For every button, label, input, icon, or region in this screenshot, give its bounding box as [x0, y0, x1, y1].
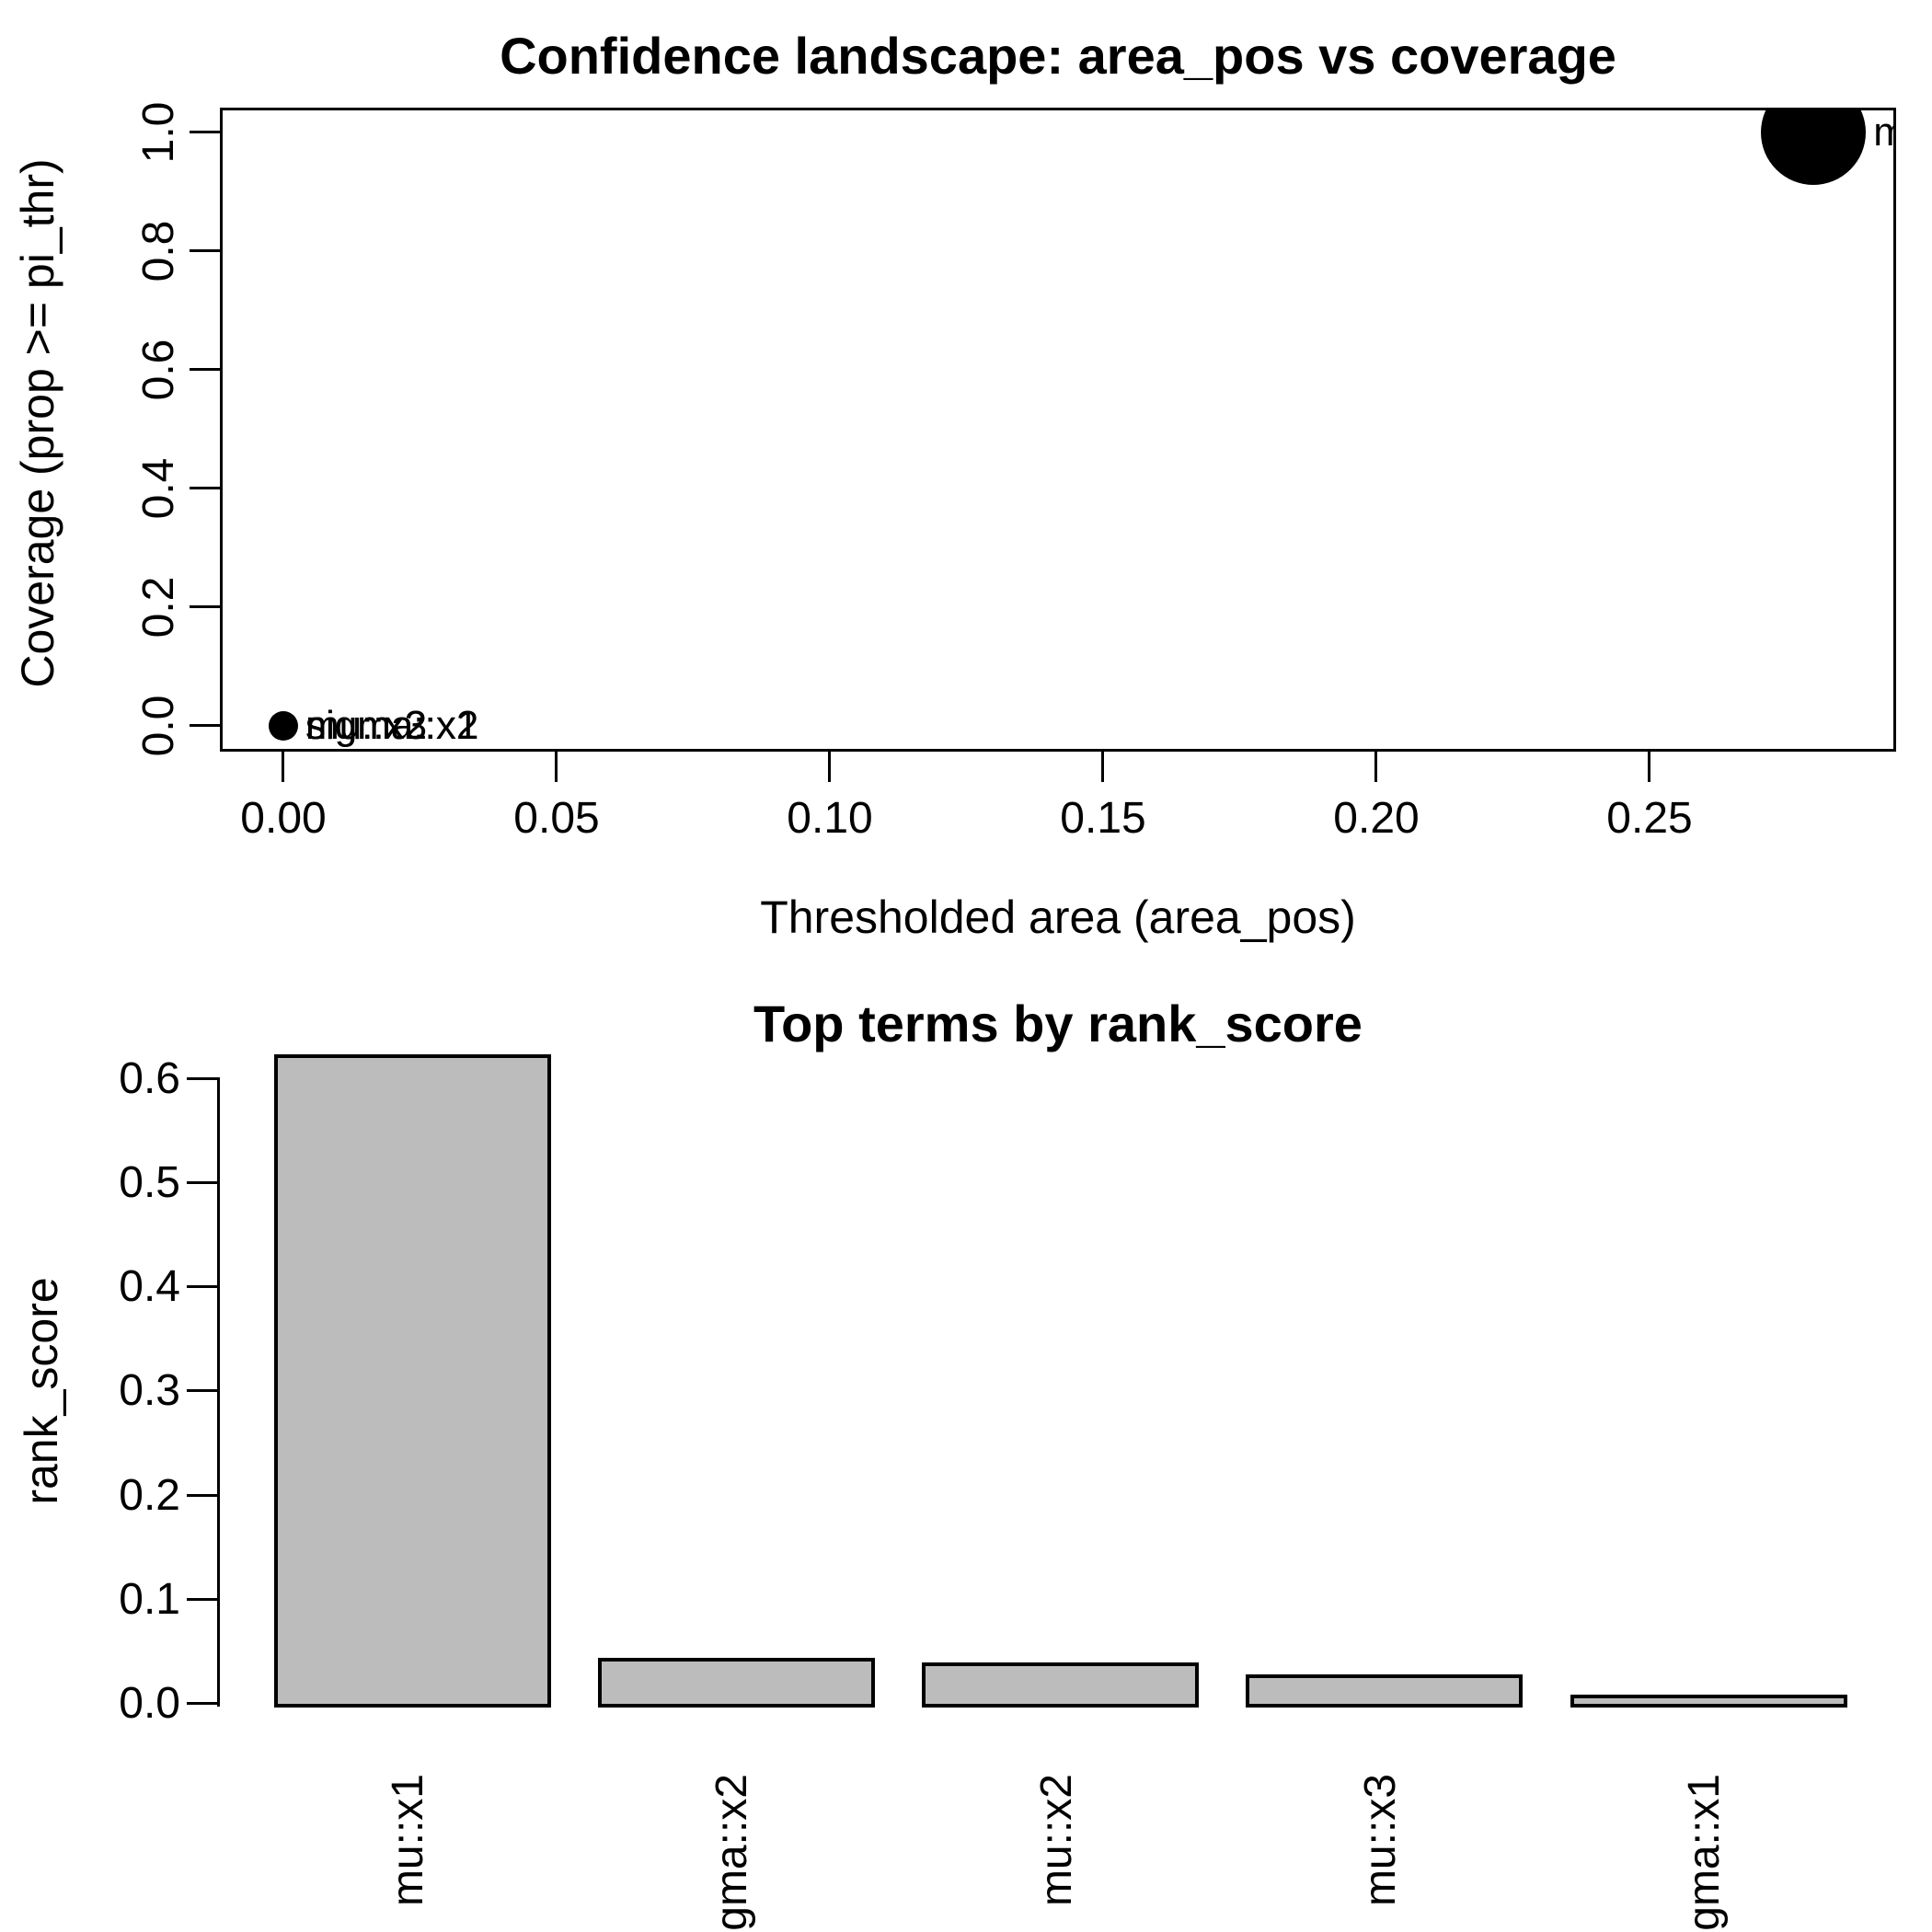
- bar-y-tick: [187, 1493, 217, 1497]
- bar-y-tick-label: 0.2: [119, 1470, 180, 1520]
- bar-y-tick-label: 0.0: [119, 1679, 180, 1728]
- scatter-x-tick-label: 0.05: [513, 794, 600, 843]
- scatter-x-axis-label: Thresholded area (area_pos): [760, 891, 1356, 943]
- bar-y-tick: [187, 1076, 217, 1080]
- scatter-point-label: mu::x2: [305, 703, 428, 748]
- scatter-x-tick: [1648, 752, 1650, 782]
- bar-y-tick-label: 0.1: [119, 1574, 180, 1624]
- scatter-y-axis-label: Coverage (prop >= pi_thr): [12, 158, 63, 688]
- scatter-point-label: sigma::x1: [305, 703, 479, 748]
- scatter-y-tick-label: 1.0: [134, 101, 183, 164]
- bar-y-tick: [187, 1285, 217, 1289]
- bar-category-label: mu::x2: [1031, 1774, 1081, 1907]
- scatter-x-tick-label: 0.15: [1060, 794, 1146, 843]
- scatter-point-label: mu::x1: [1873, 110, 1893, 155]
- scatter-plot-box: [220, 108, 1896, 752]
- scatter-point: [269, 711, 298, 741]
- scatter-x-tick: [1101, 752, 1104, 782]
- scatter-x-tick: [1374, 752, 1377, 782]
- bar-y-tick: [187, 1597, 217, 1601]
- bar-y-tick-label: 0.4: [119, 1262, 180, 1312]
- scatter-y-tick-label: 0.2: [134, 576, 183, 638]
- scatter-point-label: mu::x3: [305, 703, 428, 748]
- scatter-x-tick-label: 0.00: [240, 794, 327, 843]
- bar-y-tick-label: 0.6: [119, 1053, 180, 1103]
- scatter-y-tick-label: 0.8: [134, 220, 183, 282]
- scatter-y-tick: [190, 605, 220, 608]
- bar-category-label: sigma::x2: [707, 1774, 757, 1932]
- bar-category-label: mu::x1: [384, 1774, 433, 1907]
- scatter-y-tick: [190, 249, 220, 252]
- scatter-y-tick: [190, 724, 220, 727]
- bar: [273, 1054, 551, 1708]
- scatter-y-tick-label: 0.0: [134, 695, 183, 757]
- scatter-x-tick: [282, 752, 284, 782]
- scatter-y-tick: [190, 131, 220, 133]
- bar-y-tick: [187, 1181, 217, 1184]
- scatter-y-tick-label: 0.4: [134, 457, 183, 520]
- bar: [597, 1657, 875, 1708]
- scatter-point: [1761, 110, 1867, 185]
- scatter-x-tick: [555, 752, 558, 782]
- bar: [1570, 1695, 1847, 1708]
- scatter-y-tick: [190, 368, 220, 371]
- bar: [922, 1662, 1200, 1708]
- scatter-x-tick: [828, 752, 831, 782]
- bar-y-tick-label: 0.5: [119, 1158, 180, 1207]
- scatter-y-tick: [190, 487, 220, 489]
- bar-category-label: mu::x3: [1355, 1774, 1405, 1907]
- scatter-point-label: sigma::x2: [305, 703, 479, 748]
- bar: [1246, 1673, 1524, 1708]
- bar-title: Top terms by rank_score: [753, 995, 1363, 1052]
- scatter-x-tick-label: 0.20: [1333, 794, 1420, 843]
- scatter-x-tick-label: 0.25: [1606, 794, 1693, 843]
- scatter-title: Confidence landscape: area_pos vs covera…: [500, 27, 1616, 85]
- scatter-x-tick-label: 0.10: [787, 794, 873, 843]
- bar-y-axis-line: [217, 1076, 220, 1707]
- bar-y-tick-label: 0.3: [119, 1366, 180, 1416]
- bar-y-tick: [187, 1389, 217, 1393]
- scatter-y-tick-label: 0.6: [134, 339, 183, 401]
- bar-y-tick: [187, 1702, 217, 1705]
- bar-category-label: sigma::x1: [1680, 1774, 1729, 1932]
